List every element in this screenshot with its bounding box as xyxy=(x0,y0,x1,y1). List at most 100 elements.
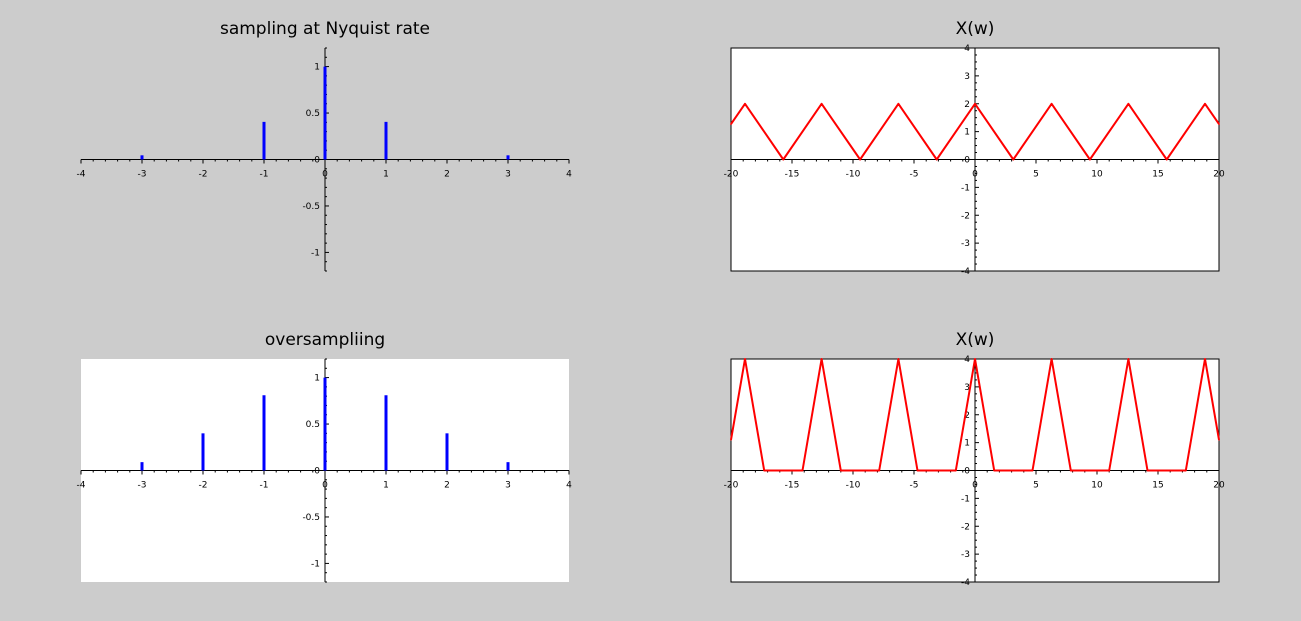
y-tick-label: -1 xyxy=(961,494,970,504)
x-tick-label: 3 xyxy=(505,481,511,491)
data-point xyxy=(974,102,976,105)
y-tick-label: -2 xyxy=(961,211,970,221)
y-tick-label: 1 xyxy=(964,439,970,449)
x-tick-label: 20 xyxy=(1213,481,1225,491)
data-point xyxy=(993,469,995,472)
data-point xyxy=(1146,469,1149,472)
x-tick-label: 10 xyxy=(1091,170,1103,180)
x-tick-label: 3 xyxy=(505,170,511,180)
x-tick-label: -3 xyxy=(138,170,147,180)
y-tick-label: 3 xyxy=(964,72,970,82)
data-point xyxy=(897,102,900,105)
y-tick-label: -1 xyxy=(961,183,970,193)
data-point xyxy=(730,439,732,441)
x-tick-label: 0 xyxy=(322,170,328,180)
data-point xyxy=(897,358,900,360)
x-tick-label: -1 xyxy=(260,170,269,180)
x-tick-label: -2 xyxy=(199,170,208,180)
x-tick-label: 20 xyxy=(1213,170,1225,180)
x-tick-label: 1 xyxy=(383,170,389,180)
data-point xyxy=(1031,469,1034,472)
data-point xyxy=(763,469,765,472)
x-tick-label: -5 xyxy=(910,170,919,180)
data-point xyxy=(1127,358,1130,360)
data-point xyxy=(1204,358,1206,360)
data-point xyxy=(1185,469,1187,472)
x-tick-label: 15 xyxy=(1152,170,1163,180)
x-tick-label: -4 xyxy=(77,481,86,491)
data-point xyxy=(730,123,732,125)
y-tick-label: -3 xyxy=(961,239,970,249)
data-point xyxy=(1050,102,1053,105)
subplot-3: oversampliing -4 -3 -2 -1 0 1 2 3 4 -1 -0.5 0 0.5 1 xyxy=(77,330,572,583)
x-tick-label: -1 xyxy=(260,481,269,491)
data-point xyxy=(1165,158,1168,161)
data-point xyxy=(1204,102,1206,105)
y-tick-label: -3 xyxy=(961,550,970,560)
x-tick-label: 5 xyxy=(1033,170,1039,180)
x-tick-label: 0 xyxy=(972,481,978,491)
x-tick-label: -15 xyxy=(785,170,800,180)
x-tick-label: -3 xyxy=(138,481,147,491)
y-tick-label: 0 xyxy=(964,467,970,477)
data-point xyxy=(744,358,746,360)
y-tick-label: 1 xyxy=(964,128,970,138)
chart-title: oversampliing xyxy=(265,330,385,350)
x-tick-label: -10 xyxy=(846,170,861,180)
y-tick-label: -2 xyxy=(961,522,970,532)
x-tick-label: -5 xyxy=(910,481,919,491)
data-point xyxy=(1218,439,1220,441)
y-tick-label: 1 xyxy=(314,63,320,73)
x-tick-label: -4 xyxy=(77,170,86,180)
data-point xyxy=(955,469,957,472)
y-tick-label: -0.5 xyxy=(302,513,320,523)
y-tick-label: 0 xyxy=(314,156,320,166)
y-tick-label: -0.5 xyxy=(302,202,320,212)
data-point xyxy=(801,469,804,472)
data-point xyxy=(840,469,842,472)
x-tick-label: -2 xyxy=(199,481,208,491)
data-point xyxy=(935,158,938,161)
x-tick-label: -20 xyxy=(724,481,739,491)
data-point xyxy=(744,102,746,105)
data-point xyxy=(820,102,823,105)
chart-title: X(w) xyxy=(956,19,995,39)
data-point xyxy=(1108,469,1110,472)
data-point xyxy=(1012,158,1015,161)
data-point xyxy=(859,158,861,161)
y-tick-label: 3 xyxy=(964,383,970,393)
data-point xyxy=(1127,102,1130,105)
y-tick-label: -4 xyxy=(961,267,970,277)
x-tick-label: -20 xyxy=(724,170,739,180)
y-tick-label: 1 xyxy=(314,374,320,384)
data-point xyxy=(782,158,785,161)
x-tick-label: 2 xyxy=(444,481,450,491)
x-tick-label: 1 xyxy=(383,481,389,491)
x-tick-label: 0 xyxy=(972,170,978,180)
data-point xyxy=(1069,469,1072,472)
x-tick-label: 4 xyxy=(566,481,572,491)
x-tick-label: 5 xyxy=(1033,481,1039,491)
y-tick-label: -1 xyxy=(311,559,320,569)
y-tick-label: 4 xyxy=(964,44,970,54)
data-point xyxy=(916,469,919,472)
data-point xyxy=(1050,358,1053,360)
chart-title: X(w) xyxy=(956,330,995,350)
y-tick-label: 4 xyxy=(964,355,970,365)
x-tick-label: -10 xyxy=(846,481,861,491)
chart-title: sampling at Nyquist rate xyxy=(220,19,430,39)
x-tick-label: 0 xyxy=(322,481,328,491)
data-point xyxy=(974,358,976,360)
y-tick-label: 2 xyxy=(964,411,970,421)
data-point xyxy=(1089,158,1091,161)
x-tick-label: 2 xyxy=(444,170,450,180)
x-tick-label: 4 xyxy=(566,170,572,180)
y-tick-label: 0.5 xyxy=(306,109,320,119)
y-tick-label: -4 xyxy=(961,578,970,588)
data-point xyxy=(1218,123,1220,125)
data-point xyxy=(878,469,881,472)
y-tick-label: 0.5 xyxy=(306,420,320,430)
